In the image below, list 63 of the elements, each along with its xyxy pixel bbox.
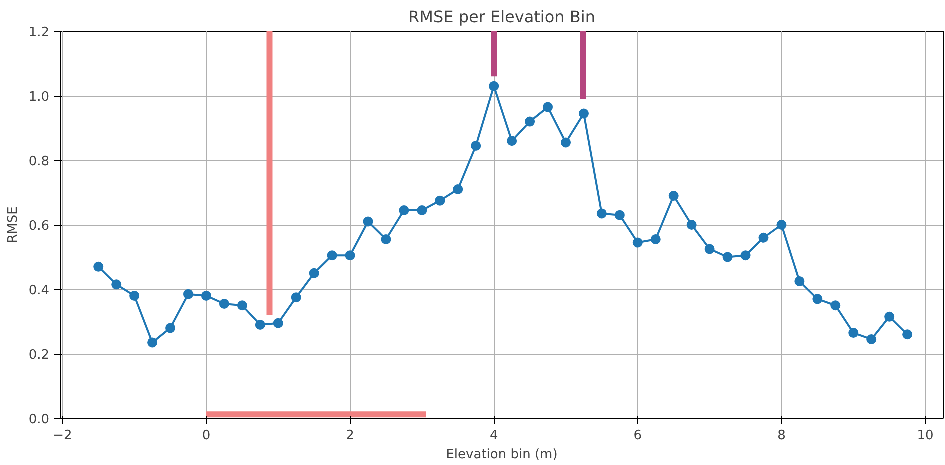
- point: [345, 250, 356, 261]
- point: [758, 232, 769, 243]
- point: [417, 205, 428, 216]
- point: [668, 190, 679, 201]
- point: [794, 276, 805, 286]
- point: [94, 262, 104, 272]
- point: [650, 234, 661, 245]
- point: [525, 116, 536, 127]
- y-tick-label: 1.0: [28, 90, 50, 105]
- point: [884, 312, 895, 322]
- point: [686, 220, 697, 230]
- point: [166, 323, 176, 334]
- x-tick-label: −2: [53, 428, 72, 444]
- x-tick-label: 0: [202, 428, 211, 444]
- point: [740, 250, 751, 261]
- x-tick-label: 8: [778, 428, 786, 444]
- y-tick-label: 0.2: [28, 348, 50, 363]
- point: [399, 205, 410, 216]
- point: [830, 300, 841, 311]
- point: [902, 330, 913, 340]
- y-tick-label: 0.6: [28, 219, 50, 234]
- point: [237, 300, 248, 311]
- point: [812, 294, 823, 304]
- point: [776, 220, 787, 230]
- point: [273, 318, 284, 328]
- y-tick-label: 0.8: [28, 154, 50, 170]
- point: [507, 136, 518, 146]
- y-tick-label: 0.0: [28, 412, 50, 428]
- point: [453, 184, 464, 195]
- point: [722, 252, 733, 262]
- point: [291, 292, 302, 303]
- point: [596, 208, 607, 219]
- point: [489, 81, 500, 92]
- x-tick-label: 2: [346, 428, 354, 444]
- x-tick-label: 4: [490, 428, 498, 444]
- point: [543, 102, 554, 112]
- x-axis-title: Elevation bin (m): [446, 448, 558, 462]
- x-tick-label: 6: [634, 428, 642, 444]
- point: [363, 216, 374, 227]
- point: [614, 210, 625, 220]
- point: [309, 268, 320, 278]
- point: [130, 290, 140, 301]
- point: [327, 250, 338, 261]
- x-tick-label: 10: [917, 428, 934, 444]
- y-tick-label: 1.2: [28, 26, 50, 40]
- y-tick-label: 0.4: [28, 284, 50, 298]
- point: [435, 196, 446, 206]
- point: [112, 280, 122, 290]
- point: [219, 299, 230, 310]
- chart-title: RMSE per Elevation Bin: [408, 8, 596, 26]
- point: [704, 244, 715, 254]
- point: [578, 108, 589, 119]
- point: [381, 234, 392, 245]
- point: [560, 138, 571, 148]
- point: [201, 290, 212, 301]
- point: [183, 289, 194, 300]
- point: [866, 334, 877, 344]
- point: [471, 140, 482, 151]
- point: [632, 238, 643, 248]
- point: [255, 320, 266, 330]
- point: [148, 338, 158, 348]
- y-axis-title: RMSE: [6, 206, 21, 244]
- point: [848, 328, 859, 338]
